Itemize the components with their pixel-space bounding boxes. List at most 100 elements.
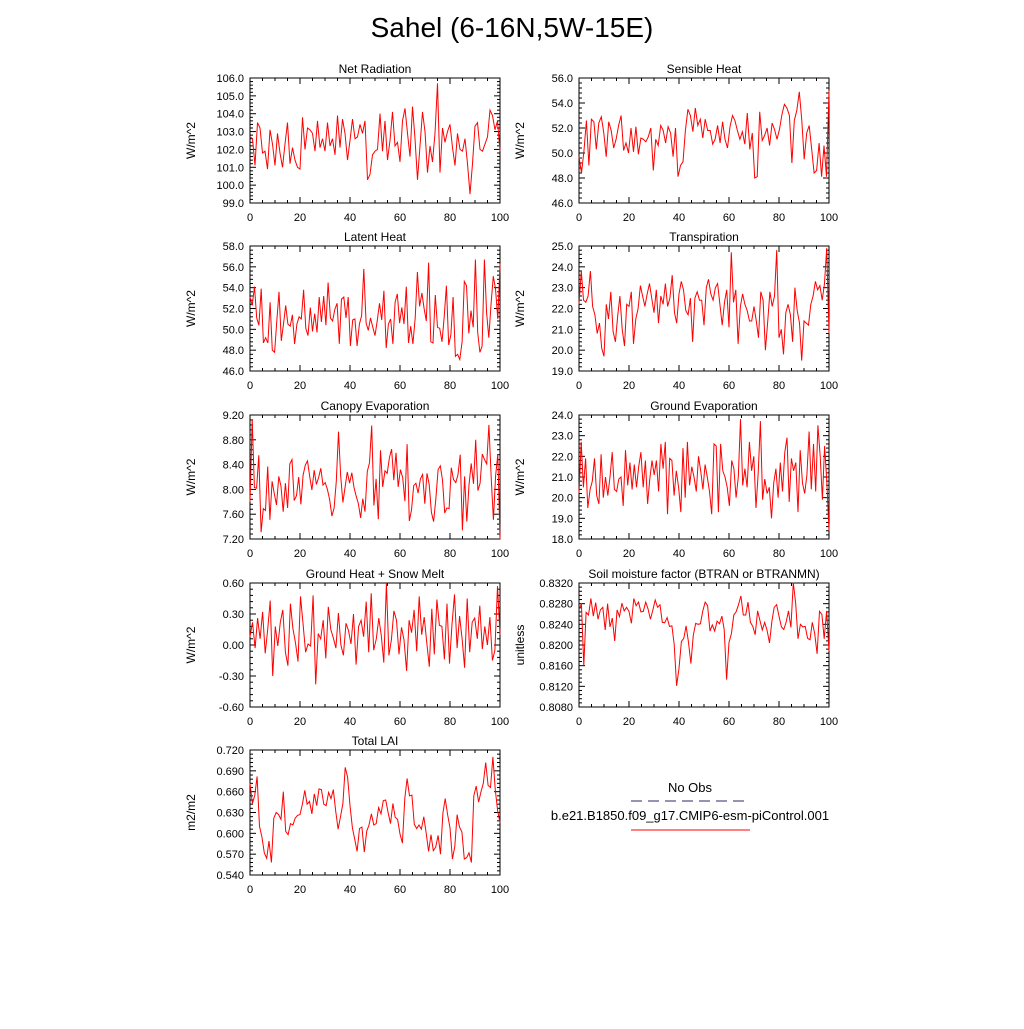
y-tick-label: 0.8160 [539,661,573,673]
x-tick-label: 20 [623,380,635,392]
figure-title: Sahel (6-16N,5W-15E) [370,12,654,43]
x-tick-label: 40 [344,548,356,560]
x-tick-label: 100 [491,380,509,392]
x-tick-label: 40 [673,548,685,560]
x-tick-label: 60 [394,380,406,392]
y-tick-label: 46.0 [223,366,244,378]
y-tick-label: 9.20 [223,410,244,422]
x-tick-label: 60 [394,716,406,728]
chart-panel-5: Canopy Evaporation W/m^2 0 20 40 60 80 100 7.20 7… [184,399,509,560]
x-tick-label: 0 [247,548,253,560]
y-axis-label: m2/m2 [184,794,198,831]
plot-frame [249,749,501,876]
x-tick-label: 40 [673,212,685,224]
x-tick-label: 60 [723,716,735,728]
series-line [578,582,830,686]
y-tick-label: 21.0 [552,472,573,484]
y-tick-label: 7.20 [223,534,244,546]
x-tick-label: 100 [820,548,838,560]
y-tick-label: 23.0 [552,431,573,443]
series-line [578,419,830,531]
series-line [249,756,501,863]
x-tick-label: 40 [344,716,356,728]
y-tick-label: 22.0 [552,451,573,463]
x-tick-label: 80 [773,380,785,392]
plot-frame [578,77,830,204]
panel-title: Total LAI [352,734,399,748]
panel-title: Transpiration [669,230,739,244]
y-tick-label: 46.0 [552,198,573,210]
y-tick-label: 102.0 [216,144,244,156]
x-tick-label: 20 [294,716,306,728]
y-axis-label: W/m^2 [184,458,198,495]
y-tick-label: 56.0 [552,73,573,85]
chart-panel-2: Sensible Heat W/m^2 0 20 40 60 80 100 46.0 48.0 50… [513,62,838,224]
panel-title: Ground Evaporation [650,399,757,413]
chart-panel-6: Ground Evaporation W/m^2 0 20 40 60 80 100 18.0 1… [513,399,838,560]
y-tick-label: 0.00 [223,640,244,652]
x-tick-label: 0 [576,212,582,224]
panel-title: Ground Heat + Snow Melt [306,567,445,581]
x-tick-label: 80 [444,380,456,392]
chart-panel-7: Ground Heat + Snow Melt W/m^2 0 20 40 60 80 100… [184,567,509,728]
x-tick-label: 20 [623,548,635,560]
x-tick-label: 80 [444,884,456,896]
y-tick-label: 58.0 [223,241,244,253]
panel-title: Net Radiation [339,62,412,76]
y-tick-label: 24.0 [552,410,573,422]
y-axis-label: W/m^2 [513,290,527,327]
y-tick-label: 25.0 [552,241,573,253]
panel-title: Sensible Heat [667,62,742,76]
x-tick-label: 100 [820,212,838,224]
y-tick-label: 18.0 [552,534,573,546]
x-tick-label: 60 [394,548,406,560]
x-tick-label: 60 [723,380,735,392]
x-tick-label: 100 [491,884,509,896]
x-tick-label: 20 [623,716,635,728]
series-line [249,419,501,540]
panel-title: Canopy Evaporation [321,399,430,413]
y-tick-label: 106.0 [216,73,244,85]
y-axis-label: W/m^2 [184,290,198,327]
y-tick-label: 0.540 [216,870,244,882]
y-tick-label: 8.80 [223,435,244,447]
x-tick-label: 0 [576,716,582,728]
x-tick-label: 100 [491,716,509,728]
x-tick-label: 20 [623,212,635,224]
y-tick-label: 8.00 [223,484,244,496]
x-tick-label: 60 [394,212,406,224]
y-tick-label: 0.600 [216,828,244,840]
series-line [249,83,501,195]
y-tick-label: 24.0 [552,262,573,274]
plot-frame [249,77,501,204]
y-tick-label: 54.0 [223,283,244,295]
y-tick-label: 50.0 [552,148,573,160]
y-tick-label: 0.720 [216,745,244,757]
y-tick-label: 0.60 [223,578,244,590]
x-tick-label: 40 [344,380,356,392]
series-line [249,582,501,685]
y-tick-label: 0.630 [216,808,244,820]
x-tick-label: 60 [723,548,735,560]
y-tick-label: 20.0 [552,345,573,357]
x-tick-label: 0 [576,380,582,392]
y-tick-label: 48.0 [552,173,573,185]
y-tick-label: 23.0 [552,283,573,295]
x-tick-label: 80 [444,548,456,560]
x-tick-label: 60 [723,212,735,224]
y-tick-label: 54.0 [552,98,573,110]
x-tick-label: 20 [294,380,306,392]
x-tick-label: 40 [344,884,356,896]
x-tick-label: 40 [673,380,685,392]
panel-title: Soil moisture factor (BTRAN or BTRANMN) [588,567,819,581]
x-tick-label: 100 [820,380,838,392]
x-tick-label: 0 [247,212,253,224]
chart-panel-4: Transpiration W/m^2 0 20 40 60 80 100 19.0 20.0 21… [513,230,838,392]
y-tick-label: 0.690 [216,766,244,778]
y-tick-label: 19.0 [552,513,573,525]
chart-panel-3: Latent Heat W/m^2 0 20 40 60 80 100 46.0 48.0 50.0… [184,230,509,392]
chart-panel-1: Net Radiation W/m^2 0 20 40 60 80 100 99.0 100.0 1… [184,62,509,224]
y-tick-label: 99.0 [223,198,244,210]
